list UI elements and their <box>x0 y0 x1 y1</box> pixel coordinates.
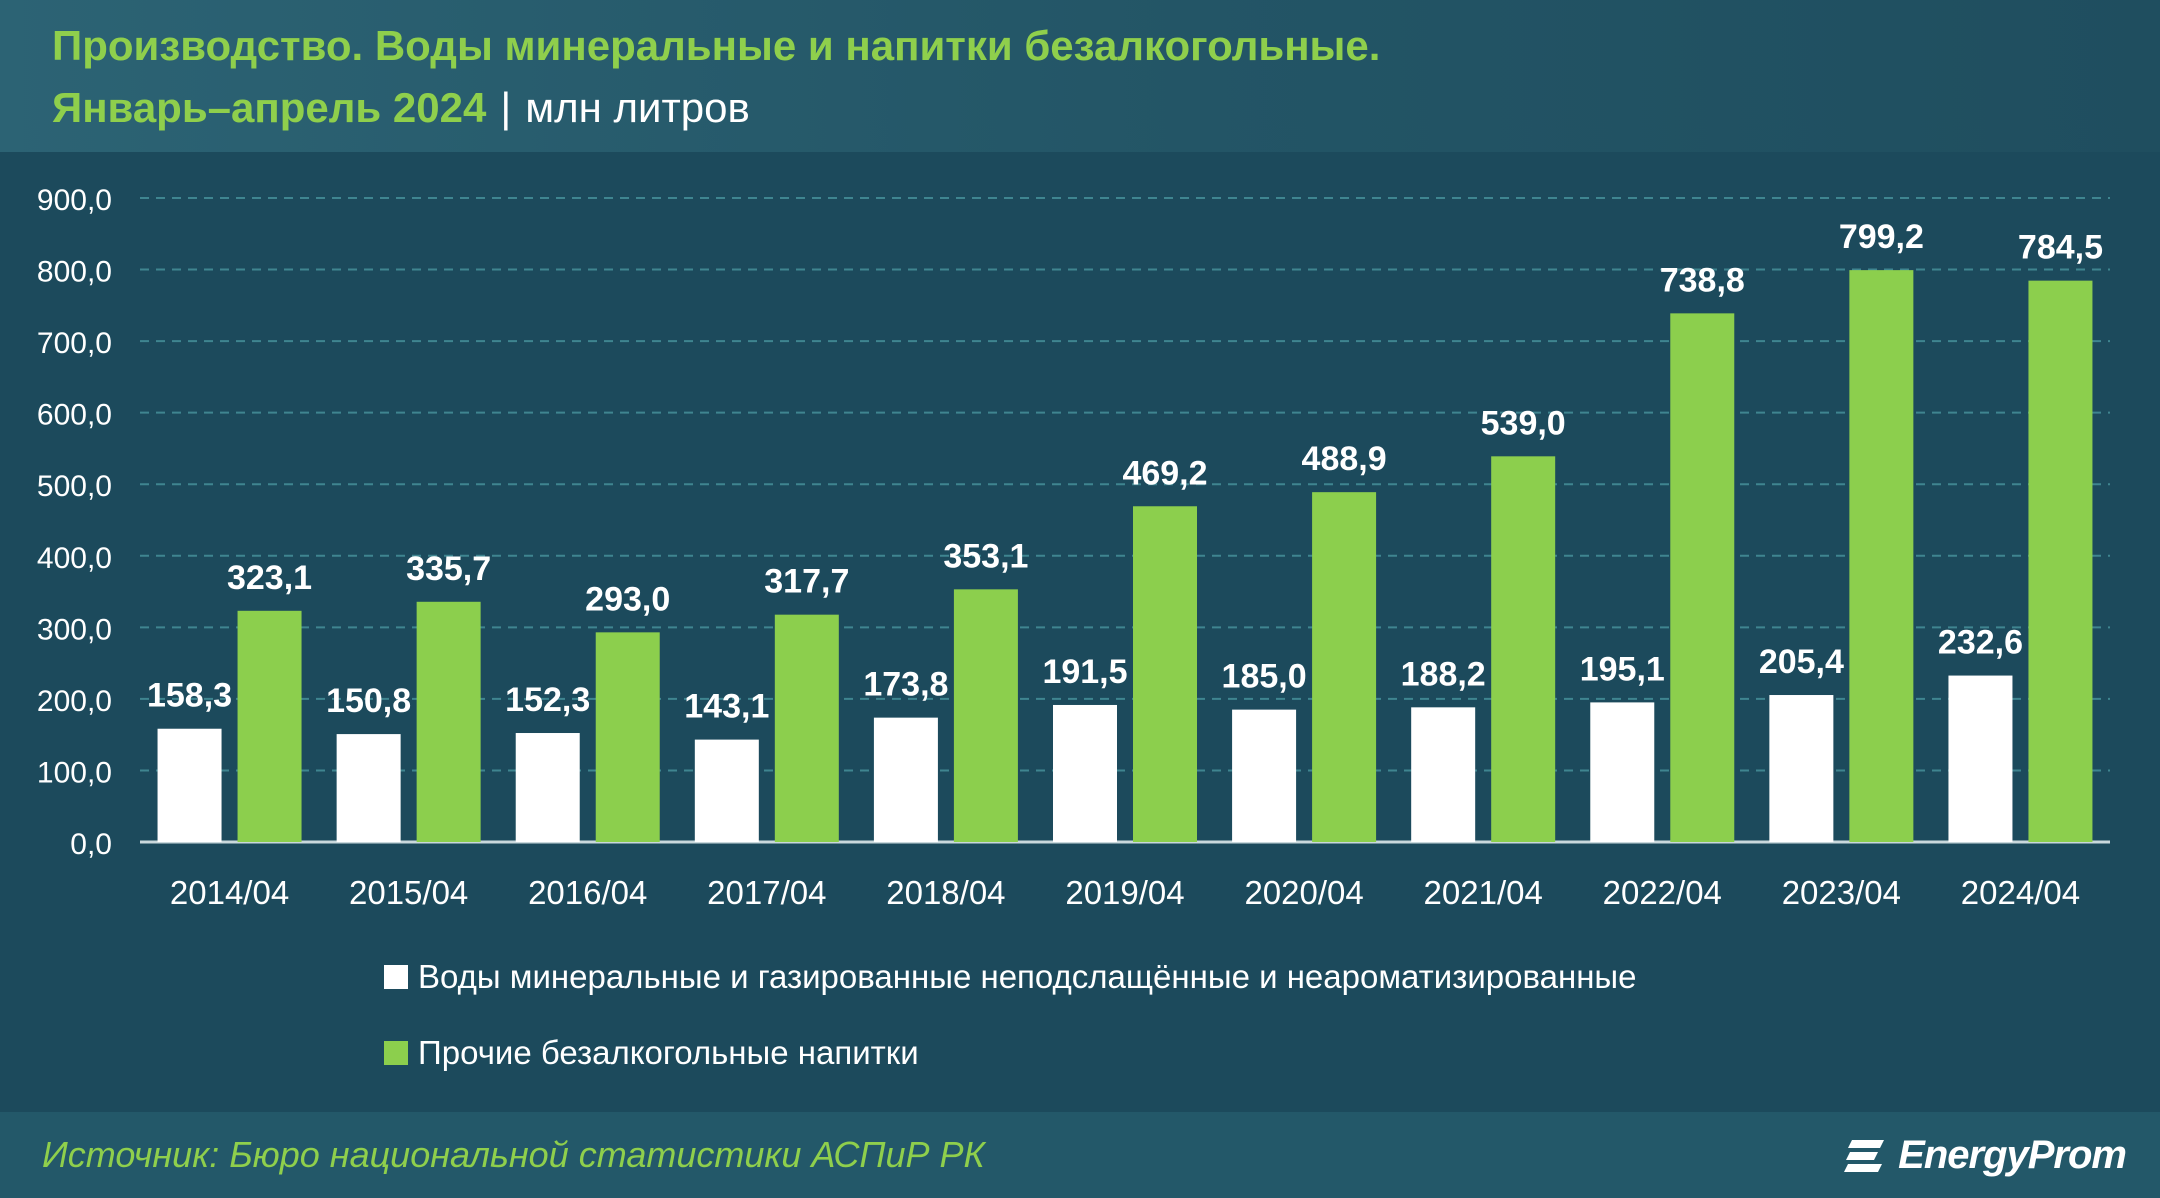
brand: EnergyProm <box>1842 1130 2127 1180</box>
page-title: Производство. Воды минеральные и напитки… <box>52 22 1381 69</box>
data-label: 323,1 <box>227 559 312 597</box>
bar-other-drinks <box>1849 270 1914 842</box>
bar-other-drinks <box>1312 492 1377 842</box>
data-label: 488,9 <box>1302 440 1387 478</box>
bar-mineral-water <box>1411 707 1476 842</box>
bar-mineral-water <box>1053 704 1117 842</box>
data-label: 158,3 <box>147 677 232 715</box>
energyprom-logo-icon <box>1844 1140 1885 1172</box>
data-label: 205,4 <box>1759 643 1844 681</box>
x-tick-label: 2016/04 <box>528 874 647 911</box>
bar-mineral-water <box>873 717 938 842</box>
y-tick-label: 900,0 <box>37 184 112 217</box>
bar-mineral-water <box>1769 695 1834 842</box>
x-tick-label: 2015/04 <box>349 874 468 911</box>
legend-item-other-drinks: Прочие безалкогольные напитки <box>384 1034 919 1072</box>
unit-label: млн литров <box>525 84 750 131</box>
data-label: 353,1 <box>943 537 1028 575</box>
data-label: 185,0 <box>1222 658 1307 696</box>
bar-other-drinks <box>1491 456 1556 842</box>
data-label: 188,2 <box>1401 655 1486 693</box>
x-tick-label: 2014/04 <box>170 874 289 911</box>
x-tick-label: 2019/04 <box>1065 874 1184 911</box>
bar-mineral-water <box>1232 709 1297 842</box>
data-label: 143,1 <box>684 688 769 726</box>
data-label: 317,7 <box>764 563 849 601</box>
legend-label: Прочие безалкогольные напитки <box>418 1034 919 1071</box>
plot-area <box>0 152 2160 1112</box>
data-label: 195,1 <box>1580 650 1665 688</box>
bar-other-drinks <box>1133 506 1197 842</box>
data-label: 150,8 <box>326 682 411 720</box>
bar-other-drinks <box>1670 313 1735 843</box>
legend-item-mineral-water: Воды минеральные и газированные неподсла… <box>384 958 1637 996</box>
bar-other-drinks <box>2028 280 2093 842</box>
period-label: Январь–апрель 2024 <box>52 84 487 131</box>
y-tick-label: 300,0 <box>37 613 112 646</box>
bar-other-drinks <box>774 614 839 842</box>
legend-swatch-green <box>384 1041 408 1065</box>
legend-label: Воды минеральные и газированные неподсла… <box>418 958 1637 995</box>
legend-swatch-white <box>384 965 408 989</box>
bar-mineral-water <box>515 733 580 842</box>
brand-name: EnergyProm <box>1898 1132 2127 1177</box>
data-label: 173,8 <box>863 666 948 704</box>
data-label: 335,7 <box>406 550 491 588</box>
bar-mineral-water <box>1590 702 1655 842</box>
x-tick-label: 2023/04 <box>1782 874 1901 911</box>
bar-other-drinks <box>416 601 481 842</box>
bar-chart: 0,0 100,0 200,0 300,0 400,0 500,0 600,0 700,0 80… <box>37 184 2110 911</box>
data-label: 784,5 <box>2018 229 2103 267</box>
data-label: 191,5 <box>1042 653 1127 691</box>
x-tick-label: 2021/04 <box>1424 874 1543 911</box>
data-label: 539,0 <box>1481 404 1566 442</box>
y-tick-label: 800,0 <box>37 256 112 289</box>
y-tick-label: 700,0 <box>37 327 112 360</box>
x-tick-label: 2024/04 <box>1961 874 2080 911</box>
data-label: 469,2 <box>1122 454 1207 492</box>
x-tick-label: 2018/04 <box>886 874 1005 911</box>
bar-mineral-water <box>157 728 222 842</box>
subtitle: Январь–апрель 2024 | млн литров <box>52 84 750 132</box>
data-label: 152,3 <box>505 681 590 719</box>
data-label: 799,2 <box>1839 218 1924 256</box>
footer: Источник: Бюро национальной статистики А… <box>0 1112 2160 1198</box>
x-tick-label: 2020/04 <box>1244 874 1363 911</box>
y-tick-label: 100,0 <box>37 756 112 789</box>
bar-other-drinks <box>953 589 1018 842</box>
source-note: Источник: Бюро национальной статистики А… <box>42 1134 985 1175</box>
title-separator: | <box>500 84 512 131</box>
bar-mineral-water <box>336 734 401 842</box>
x-tick-label: 2017/04 <box>707 874 826 911</box>
bar-mineral-water <box>694 739 759 842</box>
bar-other-drinks <box>595 632 660 842</box>
y-tick-label: 400,0 <box>37 542 112 575</box>
data-label: 738,8 <box>1660 261 1745 299</box>
y-tick-label: 600,0 <box>37 399 112 432</box>
header: Производство. Воды минеральные и напитки… <box>0 0 2160 152</box>
bar-other-drinks <box>237 610 302 842</box>
y-tick-label: 200,0 <box>37 685 112 718</box>
data-label: 232,6 <box>1938 624 2023 662</box>
data-label: 293,0 <box>585 580 670 618</box>
x-tick-label: 2022/04 <box>1603 874 1722 911</box>
y-tick-label: 0,0 <box>70 828 112 861</box>
bar-mineral-water <box>1948 675 2013 842</box>
y-tick-label: 500,0 <box>37 470 112 503</box>
